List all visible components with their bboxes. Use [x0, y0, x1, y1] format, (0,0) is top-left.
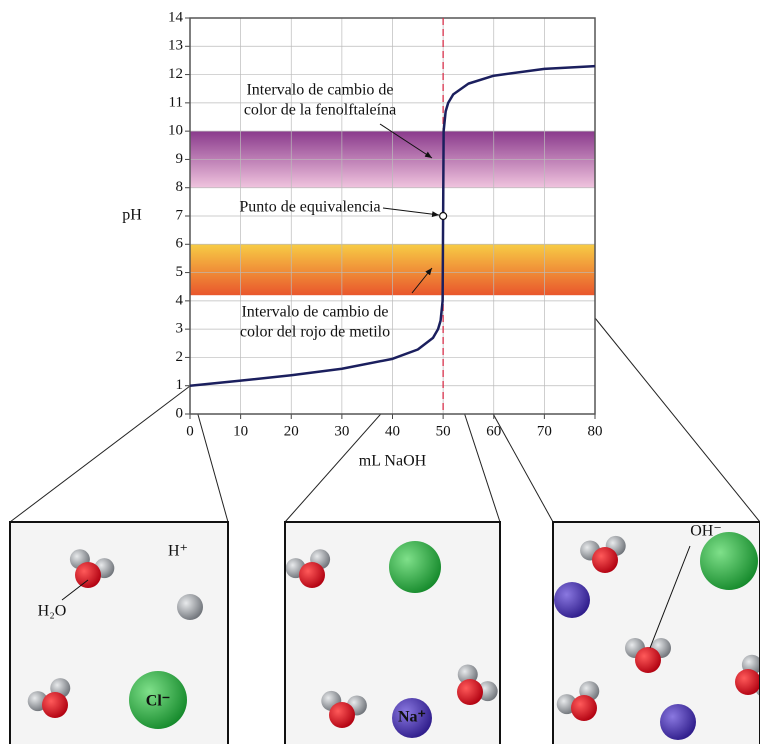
y-tick-label: 14 [168, 9, 184, 25]
sodium-ion [392, 698, 432, 738]
ion-label: Na⁺ [398, 709, 426, 726]
y-axis-label: pH [122, 207, 142, 224]
x-tick-label: 50 [436, 423, 451, 439]
panel [554, 532, 760, 740]
chloride-ion [700, 532, 758, 590]
y-tick-label: 9 [176, 151, 184, 167]
panel [27, 549, 203, 729]
y-tick-label: 11 [169, 94, 183, 110]
annotation-arrow [379, 123, 433, 159]
annotation-arrow [411, 267, 433, 294]
hydrogen-ion [177, 594, 203, 620]
y-tick-label: 10 [168, 123, 183, 139]
x-tick-label: 70 [537, 423, 552, 439]
x-axis-label: mL NaOH [359, 453, 427, 470]
annotation-text: Intervalo de cambio de [246, 82, 393, 99]
zoom-line [594, 317, 760, 523]
molecule-label: H₂O [38, 603, 67, 620]
oxygen-atom [592, 547, 618, 573]
y-tick-label: 6 [176, 236, 184, 252]
panel-frame [284, 521, 501, 744]
oxygen-atom [735, 669, 760, 695]
y-tick-label: 3 [176, 321, 184, 337]
annotation-text: color del rojo de metilo [240, 324, 390, 341]
oxygen-atom [75, 562, 101, 588]
ion-label: Cl⁻ [146, 693, 170, 710]
panel-background [10, 522, 228, 744]
ion-label: H⁺ [168, 543, 188, 560]
annotation-text: color de la fenolftaleína [244, 102, 396, 119]
oxygen-atom [635, 647, 661, 673]
y-tick-label: 13 [168, 38, 183, 54]
annotation-arrow [382, 207, 440, 218]
x-tick-label: 0 [186, 423, 194, 439]
x-tick-label: 30 [334, 423, 349, 439]
label-leader [61, 579, 89, 601]
panel [285, 541, 498, 738]
chloride-ion [129, 671, 187, 729]
panel-frame [9, 521, 229, 744]
y-tick-label: 7 [176, 207, 184, 223]
y-tick-label: 12 [168, 66, 183, 82]
sodium-ion [660, 704, 696, 740]
hydrogen-atom [477, 681, 498, 702]
oxygen-atom [299, 562, 325, 588]
ion-label: OH⁻ [690, 523, 722, 540]
sodium-ion [554, 582, 590, 618]
y-tick-label: 2 [176, 349, 184, 365]
chloride-ion [389, 541, 441, 593]
x-tick-label: 10 [233, 423, 248, 439]
equivalence-point [439, 211, 448, 221]
plot-frame [189, 17, 596, 415]
y-tick-label: 1 [176, 377, 184, 393]
annotation-text: Punto de equivalencia [239, 199, 380, 216]
x-tick-label: 60 [486, 423, 501, 439]
annotation-text: Intervalo de cambio de [241, 304, 388, 321]
oxygen-atom [42, 692, 68, 718]
oxygen-atom [329, 702, 355, 728]
y-tick-label: 0 [176, 405, 184, 421]
x-tick-label: 20 [284, 423, 299, 439]
y-tick-label: 8 [176, 179, 184, 195]
y-tick-label: 4 [176, 292, 184, 308]
oxygen-atom [457, 679, 483, 705]
oxygen-atom [571, 695, 597, 721]
label-leader [649, 545, 691, 649]
titration-curve [189, 64, 596, 387]
panel-frame [552, 521, 760, 744]
y-tick-label: 5 [176, 264, 184, 280]
x-tick-label: 80 [588, 423, 603, 439]
x-tick-label: 40 [385, 423, 400, 439]
zoom-line [9, 385, 191, 523]
